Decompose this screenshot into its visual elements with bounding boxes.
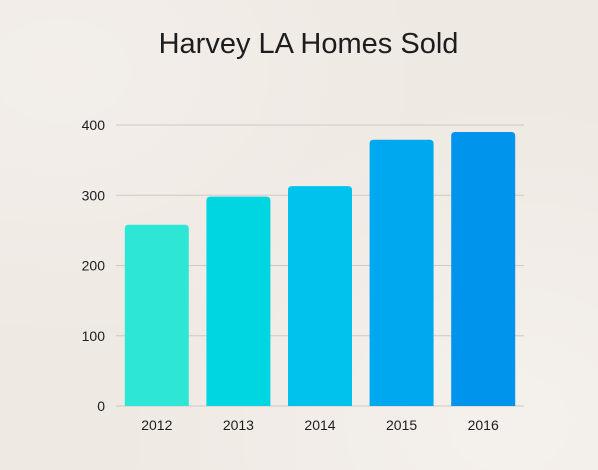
bar-2013: [206, 196, 271, 406]
y-tick-label: 300: [82, 187, 106, 203]
x-tick-label: 2012: [141, 417, 172, 433]
chart-title: Harvey LA Homes Sold: [158, 28, 459, 60]
x-tick-label: 2015: [386, 417, 417, 433]
bar-2014: [288, 186, 352, 406]
bar-2015: [369, 139, 434, 406]
bar-2016: [451, 132, 516, 406]
y-tick-label: 100: [82, 328, 106, 344]
y-tick-label: 0: [97, 398, 105, 414]
x-axis-tick-labels: 2012 2013 2014 2015 2016: [141, 417, 499, 433]
x-tick-label: 2014: [304, 417, 335, 433]
y-tick-label: 200: [82, 258, 106, 274]
x-tick-label: 2016: [468, 417, 499, 433]
y-tick-label: 400: [82, 117, 106, 133]
bar-2012: [124, 224, 189, 406]
x-tick-label: 2013: [223, 417, 254, 433]
y-axis-tick-labels: 0 100 200 300 400: [82, 117, 106, 414]
bars: [124, 132, 516, 406]
